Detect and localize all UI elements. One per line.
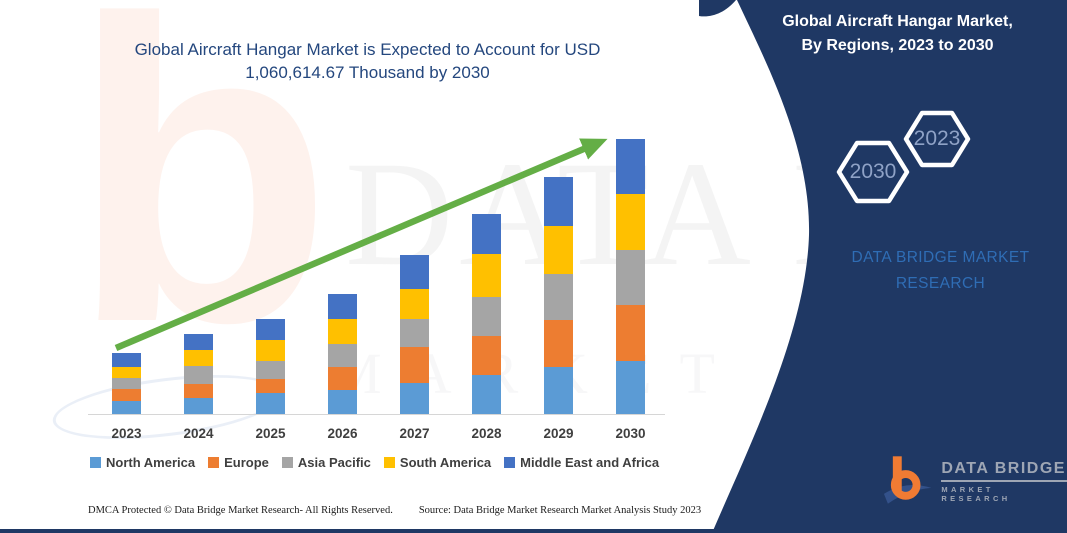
bar-segment	[184, 384, 213, 398]
x-axis-line	[88, 414, 665, 415]
legend-label: North America	[106, 455, 196, 470]
stacked-bar-2024	[184, 334, 213, 414]
hexagon-label: 2030	[849, 160, 897, 183]
footer: DMCA Protected © Data Bridge Market Rese…	[88, 505, 701, 516]
footer-dmca-text: DMCA Protected © Data Bridge Market Rese…	[88, 505, 393, 516]
bar-segment	[328, 367, 357, 390]
legend-item: Europe	[208, 455, 269, 470]
bar-segment	[400, 319, 429, 347]
legend-label: Europe	[224, 455, 269, 470]
bar-segment	[616, 139, 645, 194]
x-axis-label: 2023	[111, 426, 142, 441]
bar-segment	[256, 361, 285, 379]
bar-segment	[112, 389, 141, 401]
bar-segment	[256, 379, 285, 393]
stacked-bar-2026	[328, 294, 357, 414]
x-axis-label: 2027	[399, 426, 430, 441]
chart-title-line1: Global Aircraft Hangar Market is Expecte…	[134, 40, 601, 59]
bar-segment	[472, 336, 501, 375]
bar-segment	[112, 353, 141, 367]
bar-segment	[472, 254, 501, 297]
legend-label: South America	[399, 455, 492, 470]
bar-segment	[256, 319, 285, 340]
bar-segment	[544, 177, 573, 226]
legend-swatch-icon	[281, 457, 293, 468]
stacked-bar-2029	[544, 177, 573, 414]
bar-segment	[544, 274, 573, 320]
legend-swatch-icon	[504, 457, 516, 468]
stacked-bar-2030	[616, 139, 645, 414]
legend-swatch-icon	[383, 457, 395, 468]
bar-segment	[616, 250, 645, 305]
stacked-bar-2028	[472, 214, 501, 414]
legend: North America Europe Asia Pacific South Ame…	[90, 455, 659, 470]
bar-segment	[400, 255, 429, 289]
x-axis-label: 2024	[183, 426, 214, 441]
bar-segment	[112, 367, 141, 378]
x-axis-label: 2029	[543, 426, 574, 441]
chart-title-line2: 1,060,614.67 Thousand by 2030	[245, 63, 490, 82]
legend-item: South America	[383, 455, 492, 470]
hexagon-label: 2023	[913, 127, 961, 150]
bar-segment	[544, 367, 573, 414]
bar-segment	[616, 305, 645, 361]
legend-label: Asia Pacific	[297, 455, 371, 470]
panel-brand-text: DATA BRIDGE MARKET RESEARCH	[851, 249, 1030, 292]
databridge-b-icon	[883, 456, 932, 504]
panel-title-line1: Global Aircraft Hangar Market,	[782, 13, 1013, 30]
bar-segment	[544, 226, 573, 274]
bar-segment	[112, 401, 141, 414]
legend-item: Asia Pacific	[281, 455, 371, 470]
bar-segment	[184, 366, 213, 384]
legend-swatch-icon	[208, 457, 220, 468]
legend-swatch-icon	[90, 457, 101, 468]
bar-segment	[472, 297, 501, 336]
chart-title: Global Aircraft Hangar Market is Expecte…	[85, 38, 650, 84]
hexagon-outline-icon	[903, 110, 971, 168]
bar-segment	[400, 347, 429, 383]
bar-segment	[616, 194, 645, 250]
bar-segment	[328, 319, 357, 344]
bar-segment	[256, 393, 285, 414]
x-axis-labels: 2023 2024 2025 2026 2027 2028 2029 2030	[106, 426, 651, 441]
logo-sub-text: MARKET RESEARCH	[941, 484, 1011, 503]
stacked-bar-2027	[400, 255, 429, 414]
hexagon-outline-icon	[836, 140, 910, 204]
stacked-bar-2023	[112, 353, 141, 414]
x-axis-label: 2025	[255, 426, 286, 441]
bar-segment	[544, 320, 573, 367]
hexagon-badge-2023: 2023	[903, 110, 971, 168]
bar-segment	[400, 383, 429, 414]
bar-segment	[184, 350, 213, 366]
x-axis-label: 2030	[615, 426, 646, 441]
legend-item: Middle East and Africa	[504, 455, 659, 470]
x-axis-label: 2026	[327, 426, 358, 441]
legend-label: Middle East and Africa	[520, 455, 660, 470]
bar-segment	[616, 361, 645, 414]
bar-segment	[472, 375, 501, 414]
bar-segment	[184, 398, 213, 414]
logo-brand-text: DATA BRIDGE	[941, 460, 1067, 482]
bar-segment	[400, 289, 429, 319]
bar-segment	[328, 344, 357, 367]
bottom-border-strip	[0, 529, 1067, 533]
bar-segment	[256, 340, 285, 361]
footer-source-text: Source: Data Bridge Market Research Mark…	[418, 505, 702, 516]
stacked-bar-2025	[256, 319, 285, 414]
bar-segment	[184, 334, 213, 350]
databridge-logo: DATA BRIDGE MARKET RESEARCH	[880, 454, 1067, 508]
x-axis-label: 2028	[471, 426, 502, 441]
bar-segment	[112, 378, 141, 389]
hexagon-badge-2030: 2030	[836, 140, 910, 204]
panel-title: Global Aircraft Hangar Market, By Region…	[745, 10, 1050, 58]
bar-segment	[328, 390, 357, 414]
plot-area	[112, 130, 645, 414]
bar-segment	[328, 294, 357, 319]
panel-title-line2: By Regions, 2023 to 2030	[801, 37, 994, 54]
bar-segment	[472, 214, 501, 254]
legend-item: North America	[90, 455, 195, 470]
